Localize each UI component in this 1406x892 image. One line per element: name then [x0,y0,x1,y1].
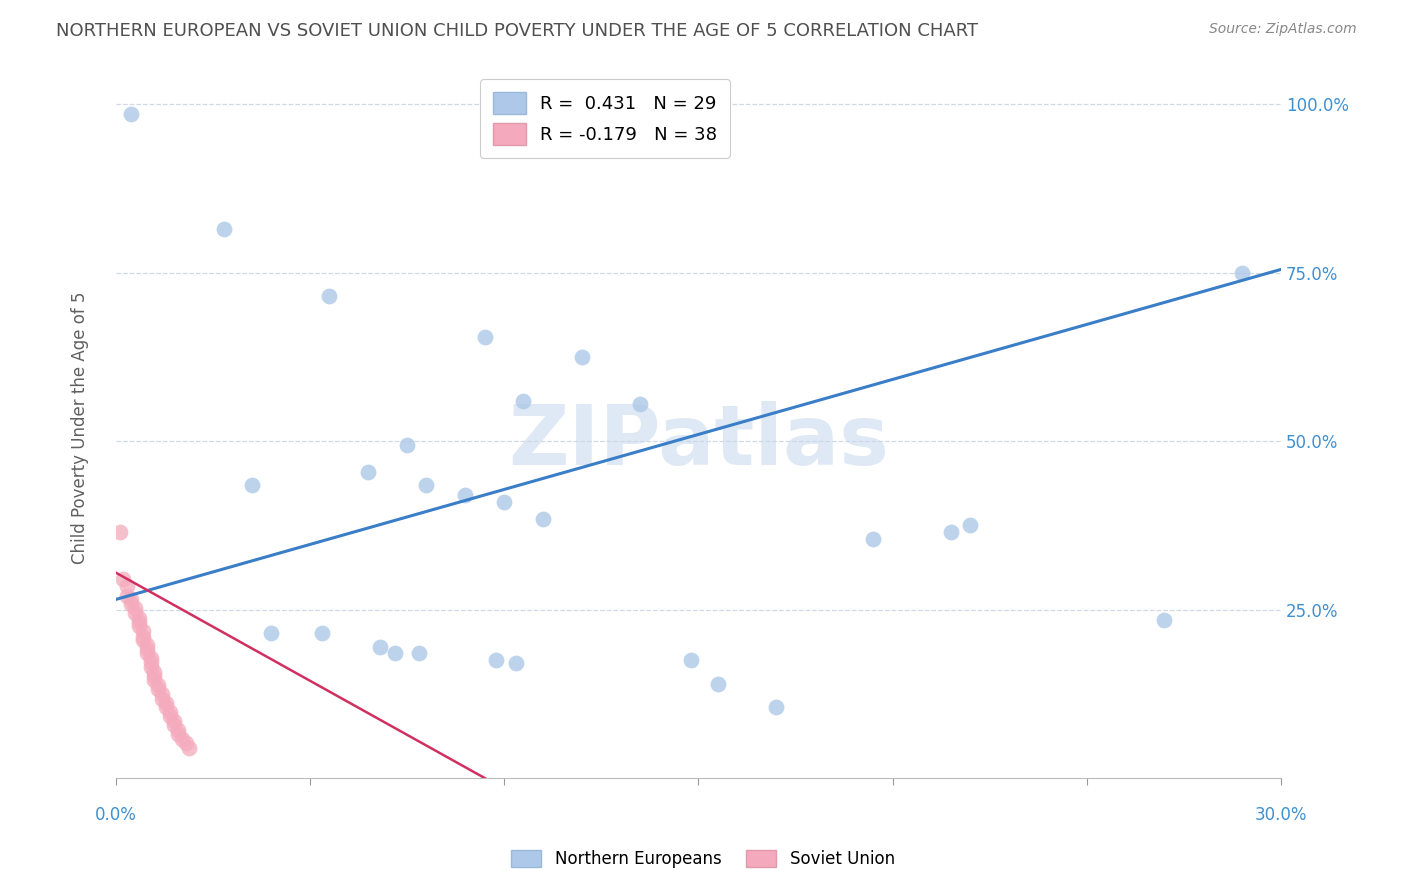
Point [128,610,150,624]
Point [1153,613,1175,627]
Point [494,495,516,509]
Point [318,289,340,303]
Point [150,687,173,701]
Point [159,705,181,719]
Point [368,640,391,654]
Text: NORTHERN EUROPEAN VS SOVIET UNION CHILD POVERTY UNDER THE AGE OF 5 CORRELATION C: NORTHERN EUROPEAN VS SOVIET UNION CHILD … [56,22,979,40]
Point [357,465,380,479]
Point [120,597,142,611]
Point [214,222,236,236]
Point [135,646,157,660]
Point [512,393,534,408]
Point [124,606,146,620]
Point [163,714,186,728]
Point [132,630,155,644]
Point [311,626,333,640]
Text: 0.0%: 0.0% [94,806,136,824]
Point [531,511,554,525]
Point [135,638,157,652]
Point [939,525,962,540]
Point [628,397,651,411]
Point [117,579,139,593]
Point [179,740,201,755]
Point [148,682,170,697]
Point [135,641,157,656]
Point [143,668,166,682]
Point [108,525,131,540]
Point [148,678,170,692]
Point [415,478,437,492]
Point [170,731,193,746]
Point [765,700,787,714]
Point [139,655,162,669]
Point [143,673,166,688]
Point [408,646,430,660]
Point [395,437,418,451]
Point [166,727,188,741]
Point [505,657,527,671]
Point [139,651,162,665]
Point [112,572,135,586]
Point [454,488,477,502]
Point [163,718,186,732]
Point [143,665,166,679]
Point [124,601,146,615]
Point [679,653,702,667]
Point [240,478,263,492]
Point [959,518,981,533]
Legend: Northern Europeans, Soviet Union: Northern Europeans, Soviet Union [505,843,901,875]
Point [174,736,197,750]
Point [474,330,496,344]
Point [166,723,188,737]
Point [150,691,173,706]
Point [155,696,177,710]
Point [120,107,142,121]
Point [862,532,884,546]
Legend: R =  0.431   N = 29, R = -0.179   N = 38: R = 0.431 N = 29, R = -0.179 N = 38 [481,79,730,158]
Text: Source: ZipAtlas.com: Source: ZipAtlas.com [1209,22,1357,37]
Point [120,592,142,607]
Point [132,632,155,647]
Text: 30.0%: 30.0% [1254,806,1308,824]
Point [128,615,150,629]
Point [384,646,406,660]
Y-axis label: Child Poverty Under the Age of 5: Child Poverty Under the Age of 5 [72,292,89,564]
Point [128,619,150,633]
Point [132,624,155,639]
Point [571,350,593,364]
Point [706,676,728,690]
Point [260,626,283,640]
Text: ZIPatlas: ZIPatlas [508,401,889,483]
Point [139,660,162,674]
Point [1230,266,1253,280]
Point [155,700,177,714]
Point [485,653,508,667]
Point [159,709,181,723]
Point [117,589,139,603]
